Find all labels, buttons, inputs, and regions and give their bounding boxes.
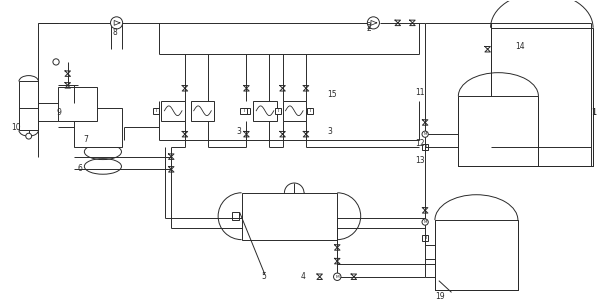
Text: T: T [154, 108, 157, 113]
Bar [19, 81, 39, 130]
Bar [253, 101, 276, 120]
Text: T: T [424, 235, 427, 240]
Text: 1: 1 [591, 108, 596, 117]
Bar [435, 220, 518, 290]
Circle shape [422, 131, 428, 137]
Bar [422, 235, 428, 241]
Bar [58, 87, 97, 120]
Text: 9: 9 [56, 108, 61, 117]
Bar [490, 28, 593, 166]
Bar [153, 108, 159, 114]
Bar [275, 108, 281, 114]
Text: 5: 5 [261, 272, 266, 281]
Bar [459, 96, 538, 166]
Text: 3: 3 [237, 127, 242, 136]
Text: T: T [276, 108, 279, 113]
Text: 3: 3 [327, 127, 332, 136]
Text: 2: 2 [367, 22, 371, 31]
Bar [191, 101, 214, 120]
Text: 7: 7 [83, 135, 88, 144]
Circle shape [422, 219, 428, 225]
Bar [240, 108, 246, 114]
Bar [232, 212, 240, 220]
Circle shape [53, 59, 59, 65]
Text: 6: 6 [77, 164, 82, 173]
Bar [74, 108, 123, 147]
Bar [422, 144, 428, 150]
Text: 10: 10 [11, 123, 21, 132]
Text: 11: 11 [416, 88, 425, 97]
Text: 19: 19 [435, 292, 444, 301]
Text: 12: 12 [416, 139, 425, 148]
Text: M: M [424, 132, 427, 136]
Bar [161, 101, 185, 120]
Text: 13: 13 [416, 157, 425, 165]
Text: 15: 15 [327, 90, 337, 99]
Text: T: T [308, 108, 311, 113]
Bar [283, 101, 306, 120]
Circle shape [333, 273, 341, 281]
Text: 14: 14 [515, 42, 525, 51]
Bar [242, 193, 337, 240]
Bar [306, 108, 313, 114]
Text: 1: 1 [591, 108, 596, 117]
Text: T: T [424, 144, 427, 149]
Circle shape [367, 17, 379, 29]
Text: M: M [335, 275, 339, 279]
Text: 8: 8 [113, 28, 118, 36]
Text: 4: 4 [300, 272, 305, 281]
Circle shape [110, 17, 123, 29]
Text: T: T [245, 108, 248, 113]
Text: 2: 2 [367, 24, 371, 33]
Bar [243, 108, 249, 114]
Text: M: M [424, 219, 427, 223]
Circle shape [26, 133, 32, 139]
Text: T: T [242, 108, 245, 113]
